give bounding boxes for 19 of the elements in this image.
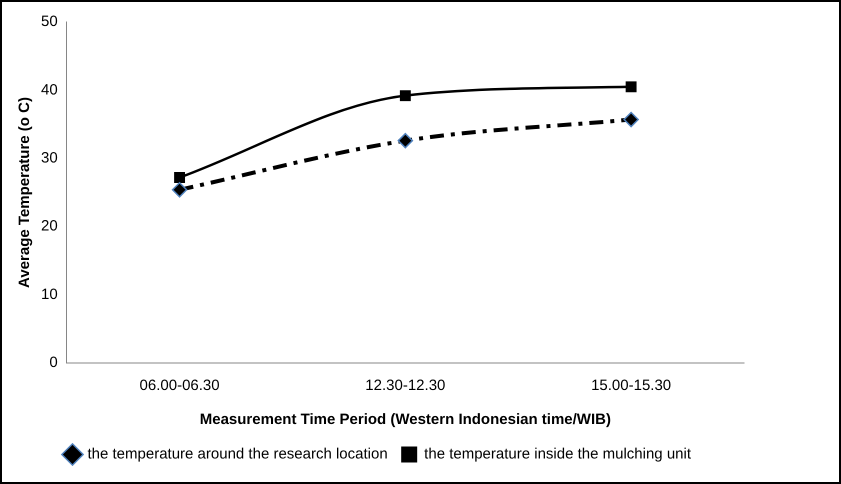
y-axis-title: Average Temperature (o C)	[16, 97, 34, 288]
x-tick-label: 12.30-12.30	[365, 377, 446, 394]
point	[172, 182, 188, 198]
point	[400, 90, 411, 102]
x-tick-label: 06.00-06.30	[140, 377, 220, 394]
point	[174, 172, 186, 183]
point	[623, 112, 639, 128]
y-tick-label: 20	[40, 218, 58, 235]
point	[626, 81, 637, 92]
legend-label: the temperature around the research location	[88, 446, 388, 463]
legend-label: the temperature inside the mulching unit	[424, 446, 692, 463]
x-tick-label: 15.00-15.30	[591, 377, 672, 394]
point	[398, 132, 414, 148]
y-tick-label: 50	[40, 13, 58, 30]
y-tick-label: 30	[40, 150, 58, 167]
x-axis-title: Measurement Time Period (Western Indonesian time/WIB)	[200, 411, 611, 428]
y-tick-label: 10	[40, 286, 58, 303]
y-tick-label: 0	[49, 354, 58, 372]
y-tick-label: 40	[40, 81, 58, 98]
